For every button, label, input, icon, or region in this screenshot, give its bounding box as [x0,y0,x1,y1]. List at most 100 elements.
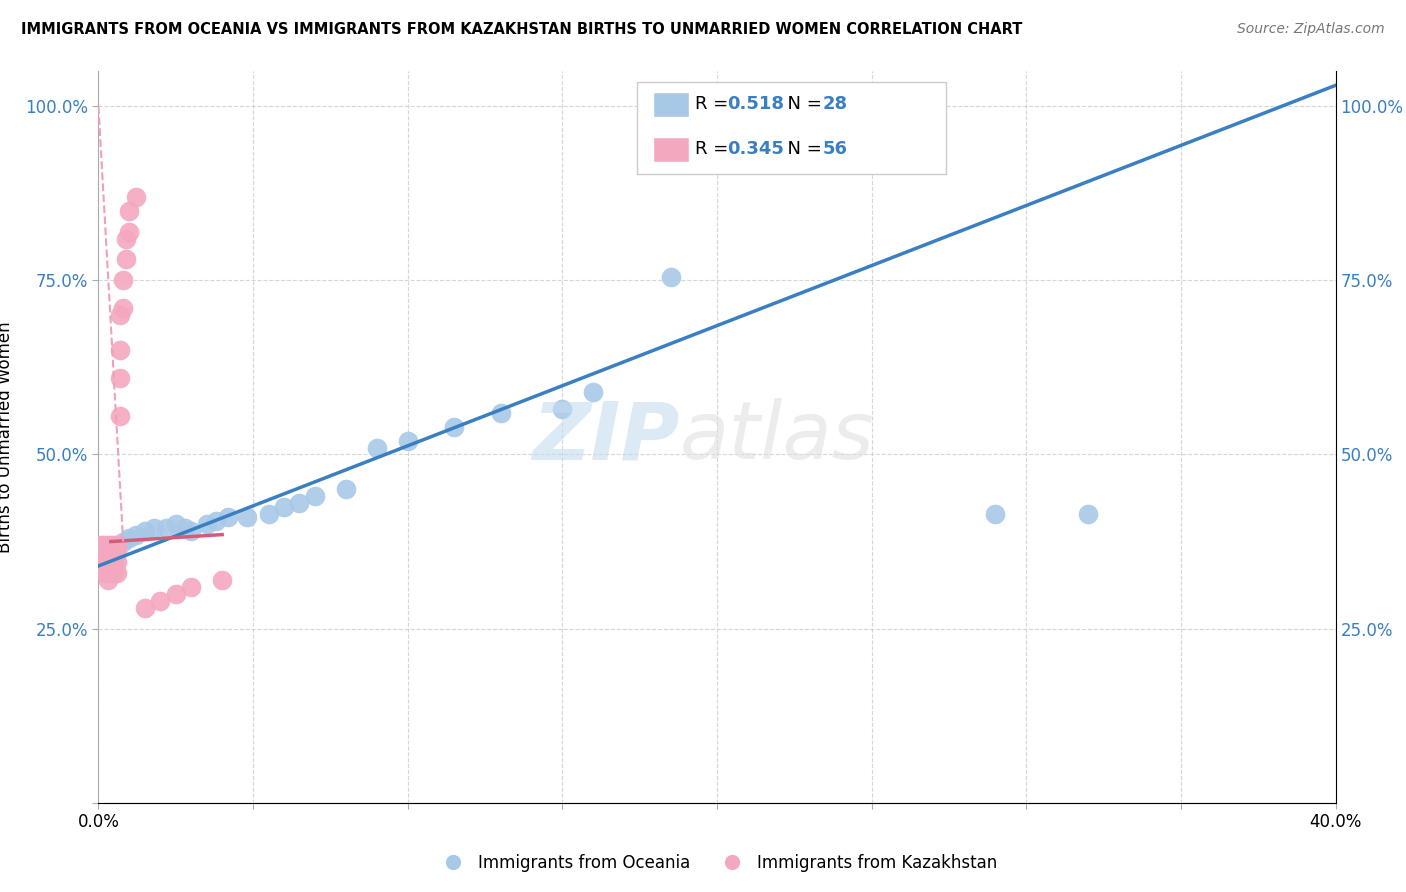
Point [93,541,115,556]
Text: 28: 28 [823,95,848,112]
Point [124,190,146,204]
Point [90,558,112,573]
Point [90,546,112,560]
Point [87,538,110,552]
Point [93,558,115,573]
Point [180,580,202,594]
Text: 0.518: 0.518 [727,95,785,112]
Point [93,549,115,563]
Point [93,538,115,552]
Point [93,545,115,559]
Point [582,384,605,399]
Point [100,545,122,559]
Point [659,269,682,284]
Point [90,552,112,566]
Point [103,556,125,570]
Point [97,538,120,552]
Point [103,566,125,580]
Text: 0.345: 0.345 [727,140,783,158]
Point [112,273,135,287]
Point [97,545,120,559]
Point [112,534,135,549]
Point [97,566,120,580]
Point [143,521,166,535]
Text: N =: N = [776,140,828,158]
Point [105,566,128,580]
Point [134,524,156,538]
Point [105,538,128,552]
Point [205,514,228,528]
Point [195,517,218,532]
Point [108,371,131,385]
Point [149,594,172,608]
Point [180,524,202,538]
Point [236,510,259,524]
Y-axis label: Births to Unmarried Women: Births to Unmarried Women [0,321,14,553]
Point [304,489,326,503]
Point [93,562,115,576]
Text: R =: R = [695,140,734,158]
Point [118,225,141,239]
Point [257,507,280,521]
Point [108,343,131,357]
Point [134,600,156,615]
FancyBboxPatch shape [652,137,689,162]
Text: R =: R = [695,95,734,112]
Point [984,507,1007,521]
Point [211,573,233,587]
FancyBboxPatch shape [637,82,946,174]
Point [273,500,295,514]
Point [97,573,120,587]
Point [1077,507,1099,521]
Point [93,566,115,580]
Point [87,541,110,556]
Point [97,541,120,556]
Point [396,434,419,448]
Point [90,556,112,570]
Point [90,538,112,552]
Point [335,483,357,497]
Point [105,545,128,559]
Point [87,538,110,552]
Text: atlas: atlas [681,398,875,476]
Point [103,545,125,559]
Point [165,587,187,601]
Point [97,552,120,566]
Point [165,517,187,532]
Point [100,552,122,566]
Point [93,556,115,570]
Point [100,558,122,573]
Text: Source: ZipAtlas.com: Source: ZipAtlas.com [1237,22,1385,37]
Text: ZIP: ZIP [533,398,681,476]
Point [90,541,112,556]
Point [90,545,112,559]
Point [124,527,146,541]
Text: IMMIGRANTS FROM OCEANIA VS IMMIGRANTS FROM KAZAKHSTAN BIRTHS TO UNMARRIED WOMEN : IMMIGRANTS FROM OCEANIA VS IMMIGRANTS FR… [21,22,1022,37]
Point [112,301,135,316]
FancyBboxPatch shape [652,92,689,117]
Point [108,308,131,322]
Point [118,531,141,545]
Point [115,252,138,267]
Point [443,419,465,434]
Point [105,556,128,570]
Point [366,441,388,455]
Point [118,203,141,218]
Text: N =: N = [776,95,828,112]
Point [288,496,311,510]
Point [155,521,177,535]
Point [174,521,197,535]
Point [90,549,112,563]
Point [108,409,131,424]
Point [115,231,138,245]
Point [489,406,512,420]
Point [103,541,125,556]
Point [87,545,110,559]
Point [90,540,112,554]
Point [97,558,120,573]
Point [217,510,239,524]
Text: 56: 56 [823,140,848,158]
Point [551,402,574,417]
Legend: Immigrants from Oceania, Immigrants from Kazakhstan: Immigrants from Oceania, Immigrants from… [430,847,1004,879]
Point [100,538,122,552]
